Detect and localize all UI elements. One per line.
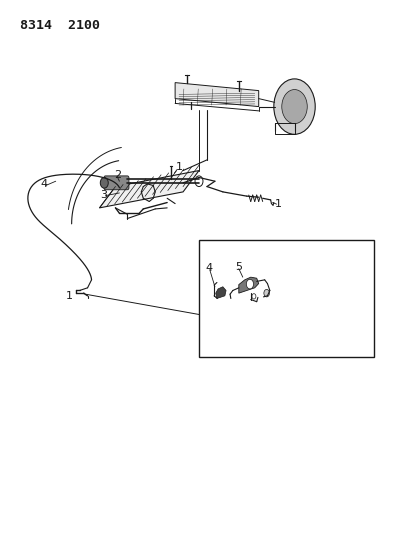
- Text: 8314  2100: 8314 2100: [20, 19, 100, 31]
- Circle shape: [246, 279, 254, 289]
- Circle shape: [100, 177, 108, 188]
- Circle shape: [264, 289, 269, 297]
- Text: 4: 4: [205, 263, 213, 272]
- Text: 1: 1: [66, 291, 73, 301]
- Text: 1: 1: [275, 199, 282, 208]
- Circle shape: [282, 90, 307, 124]
- Polygon shape: [216, 287, 226, 298]
- Text: 1: 1: [176, 163, 183, 172]
- Text: 4: 4: [40, 179, 47, 189]
- Circle shape: [274, 79, 315, 134]
- Polygon shape: [239, 277, 259, 293]
- Text: 2: 2: [114, 170, 121, 180]
- Bar: [199, 240, 374, 357]
- Text: 3: 3: [100, 190, 107, 199]
- Text: 5: 5: [235, 262, 242, 271]
- Polygon shape: [175, 83, 259, 107]
- Polygon shape: [100, 171, 199, 208]
- FancyBboxPatch shape: [104, 176, 129, 190]
